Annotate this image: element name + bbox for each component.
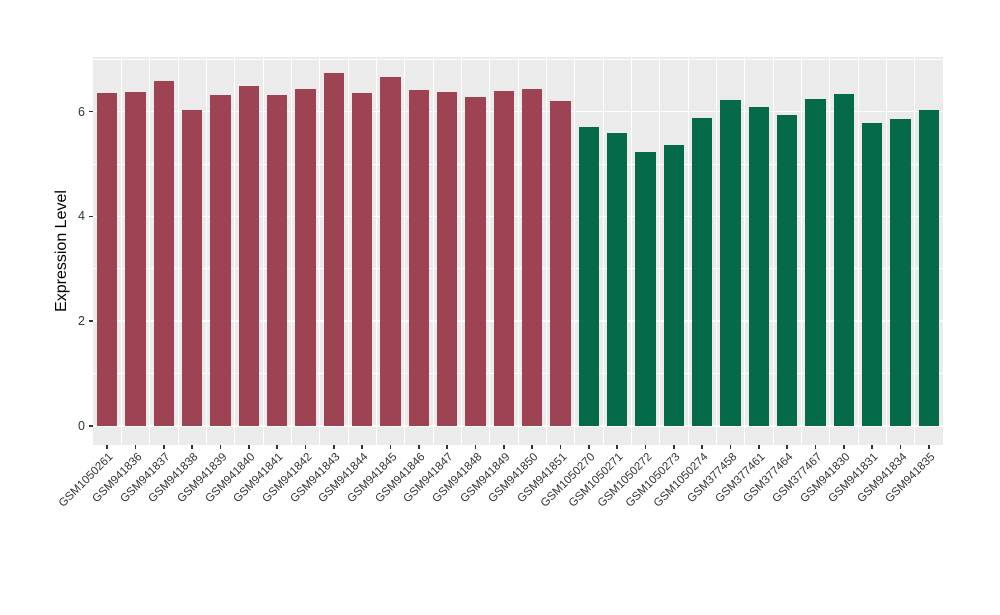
bar	[776, 114, 798, 426]
gridline-vertical-minor	[744, 57, 746, 445]
gridline-vertical-minor	[177, 57, 179, 445]
bar	[918, 110, 940, 426]
x-axis-tick	[474, 445, 477, 449]
x-axis-tick	[673, 445, 675, 449]
bar	[550, 100, 571, 426]
x-axis-tick	[758, 445, 760, 449]
expression-level-bar-chart: Expression Level GSM1050261 GSM941836 GSM9…	[53, 57, 943, 510]
y-tick-label: 0	[78, 419, 85, 433]
bar	[861, 122, 883, 426]
x-axis-tick	[616, 445, 618, 449]
y-tick-label: 2	[78, 314, 85, 329]
bar	[493, 90, 515, 426]
plot-panel	[93, 57, 943, 445]
bar	[748, 106, 770, 426]
gridline-vertical-minor	[404, 57, 406, 445]
x-axis-tick	[446, 445, 448, 449]
y-axis-tick	[89, 215, 93, 218]
bar	[125, 92, 146, 426]
bar	[465, 96, 486, 426]
y-axis-tick	[89, 110, 93, 113]
bar	[720, 100, 741, 426]
gridline-vertical-minor	[687, 57, 689, 445]
bar	[663, 145, 685, 426]
x-axis-tick	[644, 445, 647, 449]
x-axis-tick	[106, 445, 108, 449]
x-axis-tick	[843, 445, 845, 449]
bar	[691, 118, 713, 426]
x-axis-tick	[418, 445, 420, 449]
bar	[181, 109, 203, 426]
gridline-vertical-minor	[772, 57, 774, 445]
bar	[323, 73, 345, 426]
x-axis-tick	[899, 445, 902, 449]
x-axis-tick	[786, 445, 788, 449]
gridline-vertical-minor	[602, 57, 604, 445]
x-axis-tick	[814, 445, 817, 449]
gridline-vertical-minor	[857, 57, 859, 445]
x-axis-tick	[701, 445, 703, 449]
bar	[578, 126, 600, 426]
gridline-vertical-minor	[659, 57, 661, 445]
gridline-vertical-minor	[149, 57, 151, 445]
x-axis-tick	[928, 445, 930, 449]
bar	[635, 151, 656, 426]
bar	[295, 88, 316, 426]
x-axis-tick	[219, 445, 222, 449]
gridline-vertical-minor	[262, 57, 264, 445]
bar	[380, 77, 401, 426]
gridline-vertical-minor	[885, 57, 887, 445]
gridline-vertical-minor	[800, 57, 802, 445]
bar	[805, 99, 826, 426]
x-axis-tick	[503, 445, 505, 449]
bar	[606, 132, 628, 426]
bar	[266, 94, 288, 426]
gridline-vertical-minor	[375, 57, 377, 445]
gridline-vertical-minor	[489, 57, 491, 445]
y-tick-label: 4	[78, 209, 85, 224]
x-axis-tick	[389, 445, 392, 449]
x-axis-tick	[531, 445, 533, 449]
y-tick-label: 6	[78, 104, 85, 119]
gridline-vertical-minor	[914, 57, 916, 445]
x-axis-tick	[191, 445, 193, 449]
bar	[408, 90, 430, 426]
bar	[351, 92, 373, 426]
gridline-vertical-minor	[319, 57, 321, 445]
x-axis-tick	[588, 445, 590, 449]
gridline-vertical-minor	[432, 57, 434, 445]
x-axis-tick	[871, 445, 873, 449]
gridline-vertical-minor	[290, 57, 292, 445]
gridline-vertical-minor	[120, 57, 122, 445]
y-axis-tick	[89, 425, 93, 427]
gridline-vertical-minor	[517, 57, 519, 445]
x-axis-tick	[729, 445, 732, 449]
gridline-vertical-minor	[205, 57, 207, 445]
gridline-vertical-minor	[630, 57, 632, 445]
bar	[436, 92, 458, 426]
bar	[238, 86, 260, 426]
bar	[833, 94, 855, 426]
gridline-vertical-minor	[347, 57, 349, 445]
x-axis-tick	[559, 445, 562, 449]
x-axis-tick	[163, 445, 165, 449]
x-axis-tick	[304, 445, 307, 449]
x-axis-tick	[333, 445, 335, 449]
gridline-vertical-minor	[574, 57, 576, 445]
gridline-vertical-minor	[460, 57, 462, 445]
bar	[96, 92, 118, 426]
x-axis-tick	[361, 445, 363, 449]
gridline-vertical-minor	[234, 57, 236, 445]
bar	[521, 89, 543, 426]
x-axis-tick	[248, 445, 250, 449]
gridline-vertical-minor	[545, 57, 547, 445]
bar	[890, 119, 911, 426]
gridline-vertical-minor	[829, 57, 831, 445]
bar	[210, 94, 231, 426]
x-axis-tick	[134, 445, 137, 449]
bar	[153, 80, 175, 426]
gridline-vertical-minor	[715, 57, 717, 445]
x-axis-tick	[276, 445, 278, 449]
y-axis-tick	[89, 320, 93, 322]
